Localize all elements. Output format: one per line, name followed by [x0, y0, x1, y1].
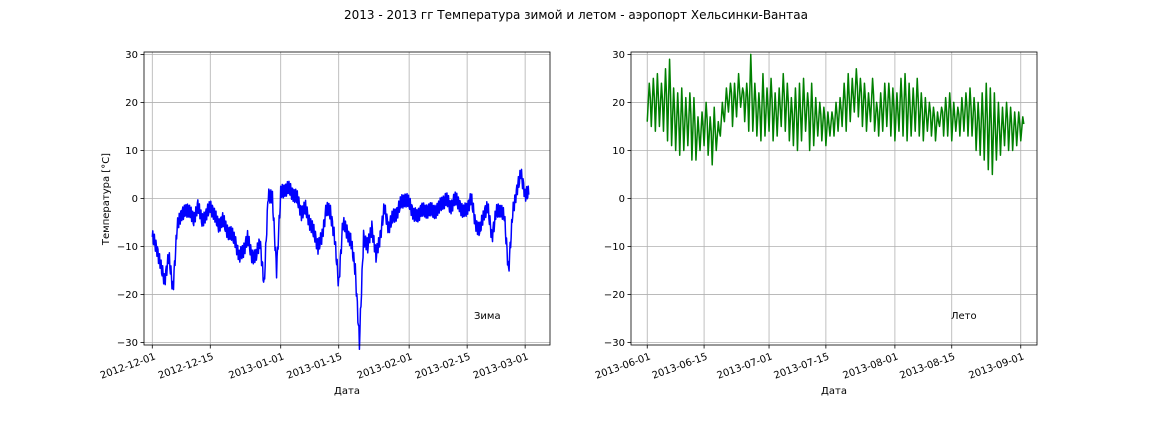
winter-ytick-label-2: −10: [117, 242, 138, 253]
summer-ytick-label-6: 30: [612, 50, 625, 61]
winter-ytick-label-4: 10: [125, 146, 138, 157]
summer-ytick-label-4: 10: [612, 146, 625, 157]
winter-y-axis-label: Температура [°C]: [101, 153, 112, 246]
summer-annotation: Лето: [951, 311, 977, 322]
summer-ytick-label-0: −30: [604, 338, 625, 349]
winter-series: [151, 168, 530, 351]
summer-series-line: [646, 53, 1025, 176]
winter-annotation: Зима: [474, 311, 501, 322]
winter-ytick-label-0: −30: [117, 338, 138, 349]
winter-ytick-label-3: 0: [132, 194, 138, 205]
summer-grid: [631, 52, 1037, 345]
summer-ytick-label-2: −10: [604, 242, 625, 253]
winter-ytick-label-6: 30: [125, 50, 138, 61]
figure-title: 2013 - 2013 гг Температура зимой и летом…: [344, 8, 808, 22]
winter-ytick-label-5: 20: [125, 98, 138, 109]
summer-series: [646, 53, 1025, 176]
winter-x-axis-label: Дата: [334, 386, 360, 397]
summer-x-axis-label: Дата: [821, 386, 847, 397]
summer-ytick-label-5: 20: [612, 98, 625, 109]
summer-ytick-label-1: −20: [604, 290, 625, 301]
summer-ytick-label-3: 0: [619, 194, 625, 205]
winter-series-line: [151, 168, 530, 351]
winter-ytick-label-1: −20: [117, 290, 138, 301]
